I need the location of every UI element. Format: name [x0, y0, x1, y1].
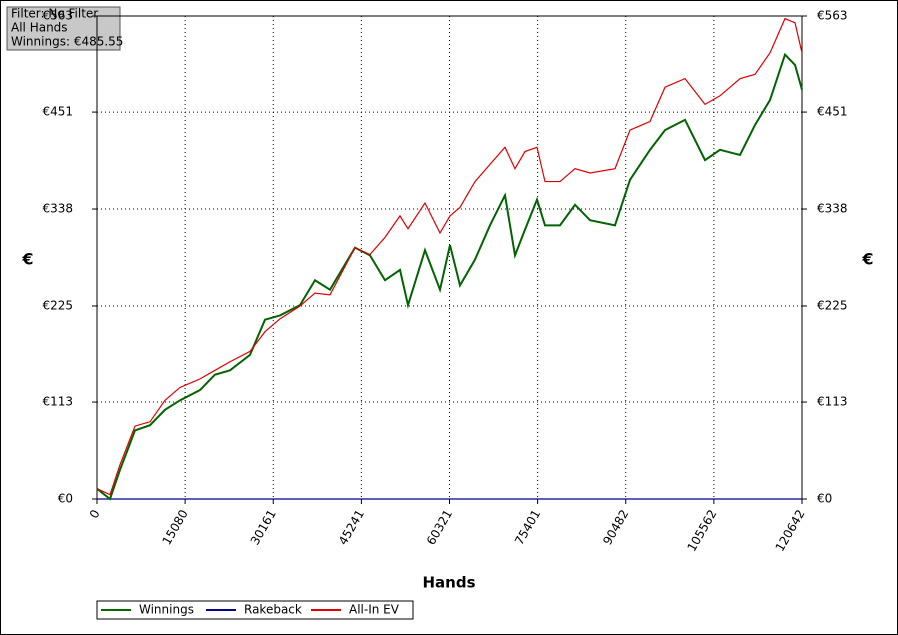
legend [96, 600, 414, 620]
legend-label: All-In EV [349, 603, 400, 617]
y-tick-label: €338 [42, 202, 73, 216]
y-axis-title: € [21, 250, 33, 269]
y2-axis-title: € [861, 250, 873, 269]
y-tick-label: €113 [42, 395, 73, 409]
y-tick-label: €563 [42, 9, 73, 23]
y2-tick-label: €113 [817, 395, 848, 409]
info-line: Filter: No Filter [11, 7, 98, 21]
y2-tick-label: €563 [817, 9, 848, 23]
y2-tick-label: €0 [817, 492, 832, 506]
y-tick-label: €0 [58, 492, 73, 506]
legend-label: Rakeback [244, 603, 302, 617]
y2-tick-label: €338 [817, 202, 848, 216]
y-tick-label: €225 [42, 298, 73, 312]
info-box [6, 6, 121, 51]
y2-tick-label: €451 [817, 105, 848, 119]
legend-label: Winnings [139, 603, 194, 617]
x-axis-title: Hands [422, 574, 475, 592]
y-tick-label: €451 [42, 105, 73, 119]
series-line [96, 17, 803, 496]
info-line: All Hands [11, 21, 68, 35]
y2-tick-label: €225 [817, 298, 848, 312]
series-line [96, 52, 803, 501]
info-line: Winnings: €485.55 [11, 35, 123, 49]
